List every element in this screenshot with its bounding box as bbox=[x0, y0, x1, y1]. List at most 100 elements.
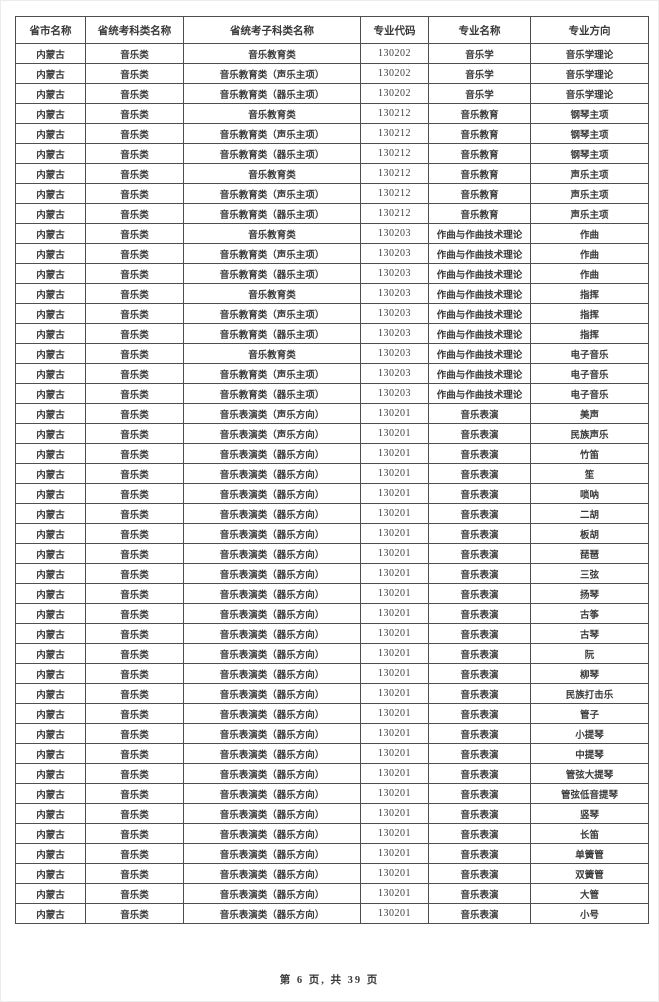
table-row: 内蒙古 音乐类 音乐表演类（器乐方向） 130201 音乐表演 管弦大提琴 bbox=[15, 763, 649, 784]
table-cell: 内蒙古 bbox=[15, 723, 86, 744]
table-cell: 内蒙古 bbox=[15, 83, 86, 104]
table-cell: 音乐表演类（器乐方向） bbox=[183, 443, 361, 464]
table-cell: 130201 bbox=[360, 783, 429, 804]
table-cell: 作曲与作曲技术理论 bbox=[428, 303, 531, 324]
table-cell: 音乐类 bbox=[85, 243, 184, 264]
table-row: 内蒙古 音乐类 音乐表演类（器乐方向） 130201 音乐表演 古筝 bbox=[15, 603, 649, 624]
table-cell: 电子音乐 bbox=[530, 363, 649, 384]
table-cell: 130201 bbox=[360, 503, 429, 524]
table-cell: 音乐类 bbox=[85, 63, 184, 84]
table-cell: 130201 bbox=[360, 763, 429, 784]
table-cell: 音乐类 bbox=[85, 483, 184, 504]
table-cell: 音乐类 bbox=[85, 823, 184, 844]
table-cell: 内蒙古 bbox=[15, 203, 86, 224]
table-row: 内蒙古 音乐类 音乐表演类（器乐方向） 130201 音乐表演 竖琴 bbox=[15, 803, 649, 824]
table-cell: 阮 bbox=[530, 643, 649, 664]
table-cell: 内蒙古 bbox=[15, 463, 86, 484]
table-cell: 音乐表演类（器乐方向） bbox=[183, 523, 361, 544]
table-cell: 音乐表演 bbox=[428, 463, 531, 484]
table-cell: 内蒙古 bbox=[15, 863, 86, 884]
table-cell: 作曲与作曲技术理论 bbox=[428, 263, 531, 284]
table-cell: 130202 bbox=[360, 43, 429, 64]
table-cell: 音乐表演 bbox=[428, 503, 531, 524]
table-cell: 作曲 bbox=[530, 243, 649, 264]
table-row: 内蒙古 音乐类 音乐教育类 130212 音乐教育 声乐主项 bbox=[15, 163, 649, 184]
table-row: 内蒙古 音乐类 音乐表演类（器乐方向） 130201 音乐表演 管弦低音提琴 bbox=[15, 783, 649, 804]
table-cell: 长笛 bbox=[530, 823, 649, 844]
table-row: 内蒙古 音乐类 音乐表演类（器乐方向） 130201 音乐表演 小号 bbox=[15, 903, 649, 924]
table-cell: 音乐类 bbox=[85, 363, 184, 384]
table-cell: 内蒙古 bbox=[15, 343, 86, 364]
table-cell: 音乐类 bbox=[85, 163, 184, 184]
table-cell: 作曲与作曲技术理论 bbox=[428, 223, 531, 244]
table-cell: 音乐类 bbox=[85, 583, 184, 604]
table-cell: 音乐教育类（器乐主项） bbox=[183, 203, 361, 224]
table-cell: 内蒙古 bbox=[15, 443, 86, 464]
table-cell: 大管 bbox=[530, 883, 649, 904]
table-row: 内蒙古 音乐类 音乐表演类（器乐方向） 130201 音乐表演 柳琴 bbox=[15, 663, 649, 684]
table-cell: 音乐表演类（器乐方向） bbox=[183, 623, 361, 644]
table-cell: 音乐教育类（声乐主项） bbox=[183, 63, 361, 84]
table-cell: 130212 bbox=[360, 203, 429, 224]
table-cell: 130203 bbox=[360, 283, 429, 304]
table-cell: 音乐表演类（器乐方向） bbox=[183, 763, 361, 784]
table-cell: 内蒙古 bbox=[15, 503, 86, 524]
table-cell: 音乐表演类（器乐方向） bbox=[183, 503, 361, 524]
table-row: 内蒙古 音乐类 音乐教育类（器乐主项） 130212 音乐教育 声乐主项 bbox=[15, 203, 649, 224]
table-cell: 音乐教育 bbox=[428, 123, 531, 144]
table-cell: 三弦 bbox=[530, 563, 649, 584]
table-cell: 音乐类 bbox=[85, 863, 184, 884]
table-cell: 内蒙古 bbox=[15, 323, 86, 344]
table-cell: 古筝 bbox=[530, 603, 649, 624]
table-cell: 音乐类 bbox=[85, 683, 184, 704]
table-cell: 音乐表演 bbox=[428, 623, 531, 644]
table-cell: 130212 bbox=[360, 103, 429, 124]
table-cell: 作曲与作曲技术理论 bbox=[428, 343, 531, 364]
table-body: 内蒙古 音乐类 音乐教育类 130202 音乐学 音乐学理论 内蒙古 音乐类 音乐教育类（声乐主… bbox=[15, 43, 649, 924]
table-cell: 音乐类 bbox=[85, 883, 184, 904]
table-cell: 音乐表演 bbox=[428, 543, 531, 564]
table-cell: 内蒙古 bbox=[15, 783, 86, 804]
table-cell: 音乐类 bbox=[85, 703, 184, 724]
table-cell: 单簧管 bbox=[530, 843, 649, 864]
table-cell: 音乐表演类（器乐方向） bbox=[183, 603, 361, 624]
table-cell: 内蒙古 bbox=[15, 163, 86, 184]
table-cell: 钢琴主项 bbox=[530, 143, 649, 164]
table-row: 内蒙古 音乐类 音乐教育类（声乐主项） 130212 音乐教育 声乐主项 bbox=[15, 183, 649, 204]
table-cell: 内蒙古 bbox=[15, 383, 86, 404]
table-cell: 音乐表演类（器乐方向） bbox=[183, 683, 361, 704]
table-cell: 音乐教育 bbox=[428, 103, 531, 124]
table-cell: 音乐教育类（器乐主项） bbox=[183, 383, 361, 404]
table-cell: 音乐表演 bbox=[428, 903, 531, 924]
table-cell: 音乐类 bbox=[85, 323, 184, 344]
table-cell: 音乐类 bbox=[85, 43, 184, 64]
table-row: 内蒙古 音乐类 音乐教育类 130202 音乐学 音乐学理论 bbox=[15, 43, 649, 64]
table-cell: 130201 bbox=[360, 803, 429, 824]
column-header: 省统考子科类名称 bbox=[183, 16, 361, 44]
table-cell: 130201 bbox=[360, 663, 429, 684]
table-cell: 音乐教育类 bbox=[183, 163, 361, 184]
table-cell: 内蒙古 bbox=[15, 43, 86, 64]
table-cell: 内蒙古 bbox=[15, 123, 86, 144]
table-cell: 音乐类 bbox=[85, 123, 184, 144]
table-cell: 内蒙古 bbox=[15, 403, 86, 424]
table-cell: 内蒙古 bbox=[15, 643, 86, 664]
table-cell: 音乐表演类（声乐方向） bbox=[183, 423, 361, 444]
table-cell: 音乐类 bbox=[85, 103, 184, 124]
table-cell: 音乐表演类（器乐方向） bbox=[183, 543, 361, 564]
table-cell: 内蒙古 bbox=[15, 663, 86, 684]
table-row: 内蒙古 音乐类 音乐教育类 130203 作曲与作曲技术理论 电子音乐 bbox=[15, 343, 649, 364]
table-cell: 音乐类 bbox=[85, 903, 184, 924]
table-cell: 130201 bbox=[360, 623, 429, 644]
table-cell: 音乐教育类（声乐主项） bbox=[183, 363, 361, 384]
table-cell: 音乐表演 bbox=[428, 723, 531, 744]
table-cell: 音乐教育 bbox=[428, 163, 531, 184]
table-cell: 音乐教育类（器乐主项） bbox=[183, 83, 361, 104]
table-cell: 音乐表演 bbox=[428, 443, 531, 464]
table-cell: 音乐类 bbox=[85, 283, 184, 304]
table-cell: 音乐表演类（器乐方向） bbox=[183, 583, 361, 604]
table-cell: 小号 bbox=[530, 903, 649, 924]
table-cell: 内蒙古 bbox=[15, 423, 86, 444]
table-cell: 130203 bbox=[360, 323, 429, 344]
table-cell: 内蒙古 bbox=[15, 823, 86, 844]
